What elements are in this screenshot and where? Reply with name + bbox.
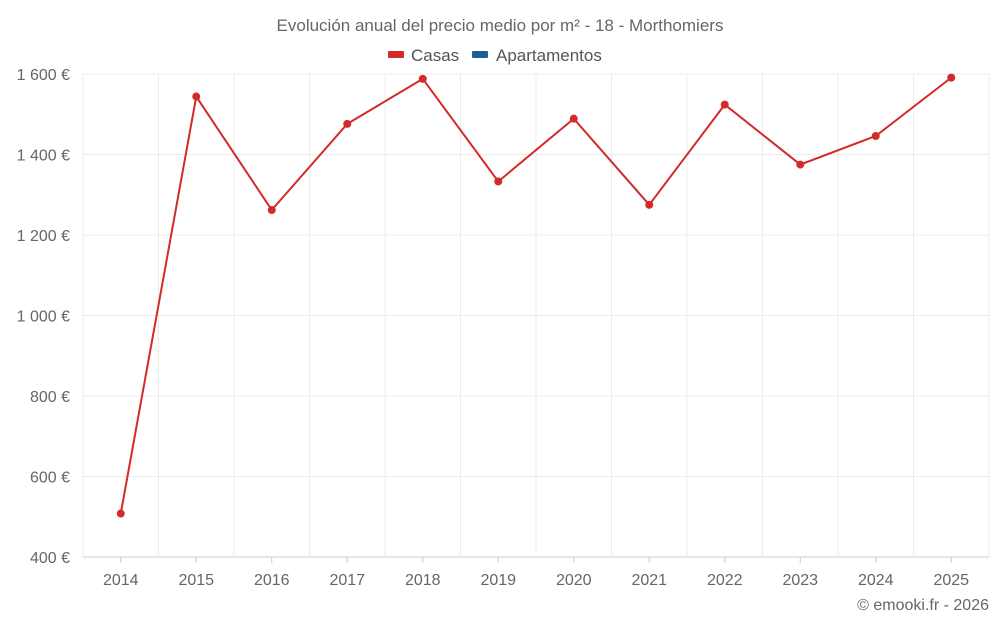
data-point[interactable] xyxy=(947,73,956,82)
series-line-casas xyxy=(119,76,952,514)
data-point[interactable] xyxy=(871,131,880,140)
legend-item-apartamentos[interactable]: Apartamentos xyxy=(472,46,602,65)
y-tick-label: 1 000 € xyxy=(17,309,70,326)
data-point[interactable] xyxy=(494,177,503,186)
legend-item-casas[interactable]: Casas xyxy=(388,46,459,65)
y-tick-label: 600 € xyxy=(30,470,70,487)
data-point[interactable] xyxy=(343,119,352,128)
y-axis-ticks: 400 € 600 € 800 € 1 000 € 1 200 € 1 400 € 1 60… xyxy=(17,67,70,567)
series-layer xyxy=(116,73,956,518)
gridlines xyxy=(82,73,990,558)
x-tick-label: 2018 xyxy=(405,572,441,589)
legend: Casas Apartamentos xyxy=(388,46,602,65)
data-point[interactable] xyxy=(192,92,201,101)
x-tick-label: 2015 xyxy=(178,572,214,589)
x-tick-label: 2022 xyxy=(707,572,743,589)
chart-title: Evolución anual del precio medio por m² … xyxy=(277,16,724,35)
x-tick-label: 2014 xyxy=(103,572,139,589)
data-point[interactable] xyxy=(720,100,729,109)
legend-swatch-casas xyxy=(388,51,404,58)
x-tick-label: 2021 xyxy=(631,572,667,589)
data-point[interactable] xyxy=(418,74,427,83)
x-tick-label: 2019 xyxy=(480,572,516,589)
x-tick-label: 2024 xyxy=(858,572,894,589)
x-tick-label: 2025 xyxy=(933,572,969,589)
x-tick-label: 2016 xyxy=(254,572,290,589)
data-point[interactable] xyxy=(645,200,654,209)
x-tick-label: 2020 xyxy=(556,572,592,589)
x-tick-label: 2017 xyxy=(329,572,365,589)
data-point[interactable] xyxy=(796,160,805,169)
x-axis-ticks: 2014 2015 2016 2017 2018 2019 2020 2021 2022 2023… xyxy=(103,557,969,589)
legend-label-apartamentos: Apartamentos xyxy=(496,46,602,65)
y-tick-label: 800 € xyxy=(30,389,70,406)
data-point[interactable] xyxy=(569,114,578,123)
x-tick-label: 2023 xyxy=(782,572,818,589)
data-point[interactable] xyxy=(267,206,276,215)
y-tick-label: 1 200 € xyxy=(17,228,70,245)
y-tick-label: 400 € xyxy=(30,550,70,567)
legend-swatch-apartamentos xyxy=(472,51,488,58)
data-point[interactable] xyxy=(116,509,125,518)
legend-label-casas: Casas xyxy=(411,46,459,65)
credit-text: © emooki.fr - 2026 xyxy=(857,597,989,614)
y-tick-label: 1 400 € xyxy=(17,148,70,165)
y-tick-label: 1 600 € xyxy=(17,67,70,84)
